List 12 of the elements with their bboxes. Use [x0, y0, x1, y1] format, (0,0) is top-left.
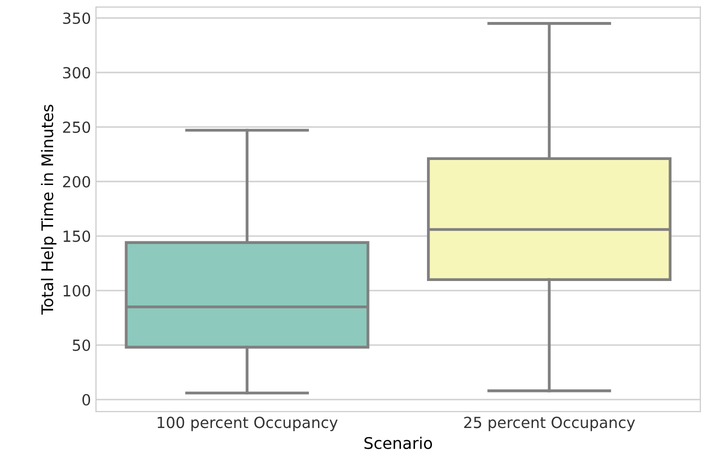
- y-tick-label: 50: [72, 339, 90, 352]
- x-axis-title: Scenario: [364, 436, 432, 450]
- x-tick-label: 100 percent Occupancy: [158, 416, 338, 432]
- y-tick-label: 200: [63, 176, 90, 188]
- y-tick-label: 300: [63, 66, 90, 79]
- y-tick-label: 0: [82, 394, 90, 406]
- y-tick-label: 150: [64, 230, 90, 242]
- y-axis-title: Total Help Time in Minutes: [40, 104, 56, 315]
- y-tick-label: 100: [64, 284, 90, 297]
- y-tick-label: 350: [63, 12, 90, 24]
- x-tick-label: 25 percent Occupancy: [464, 416, 635, 432]
- y-tick-label: 250: [63, 121, 90, 134]
